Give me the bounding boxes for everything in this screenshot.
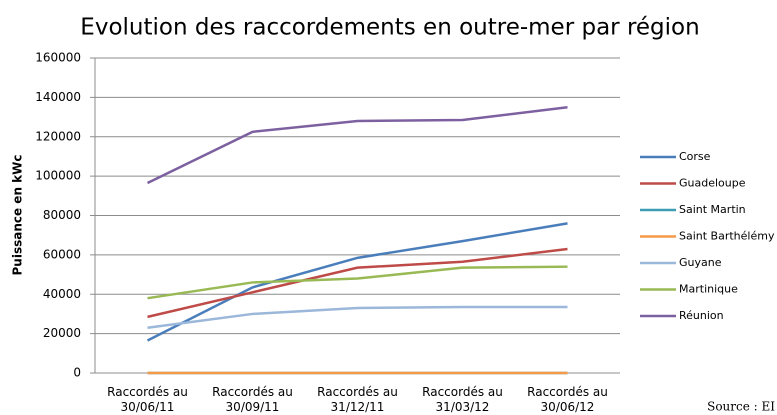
- series-line: [147, 265, 568, 300]
- source-note: Source : EI: [707, 400, 775, 414]
- y-tick-label: 20000: [43, 326, 81, 340]
- y-axis-label: Puissance en kWc: [11, 155, 25, 276]
- y-tick-label: 120000: [35, 129, 81, 143]
- y-tick-label: 100000: [35, 169, 81, 183]
- series-line: [146, 105, 568, 185]
- legend-label: Corse: [679, 150, 711, 163]
- x-tick-label: Raccordés au 31/12/11: [317, 385, 398, 414]
- legend-label: Saint Martin: [679, 203, 746, 216]
- y-tick-label: 0: [73, 366, 81, 380]
- x-tick-label: Raccordés au 30/09/11: [212, 385, 293, 414]
- legend-label: Réunion: [679, 309, 724, 322]
- legend-label: Guyane: [679, 256, 722, 269]
- series-line: [146, 222, 568, 342]
- y-tick-label: 80000: [43, 208, 81, 222]
- y-tick-label: 160000: [35, 51, 81, 65]
- legend-label: Saint Barthélémy: [679, 230, 775, 243]
- series-line: [147, 247, 568, 319]
- x-tick-label: Raccordés au 31/03/12: [422, 385, 503, 414]
- x-tick-label: Raccordés au 30/06/12: [527, 385, 608, 414]
- y-tick-label: 40000: [43, 287, 81, 301]
- y-tick-label: 140000: [35, 90, 81, 104]
- x-tick-label: Raccordés au 30/06/11: [107, 385, 188, 414]
- chart-title: Evolution des raccordements en outre-mer…: [80, 15, 699, 41]
- series-line: [147, 305, 568, 329]
- legend-label: Martinique: [679, 283, 738, 296]
- legend-label: Guadeloupe: [679, 177, 746, 190]
- y-tick-label: 60000: [43, 247, 81, 261]
